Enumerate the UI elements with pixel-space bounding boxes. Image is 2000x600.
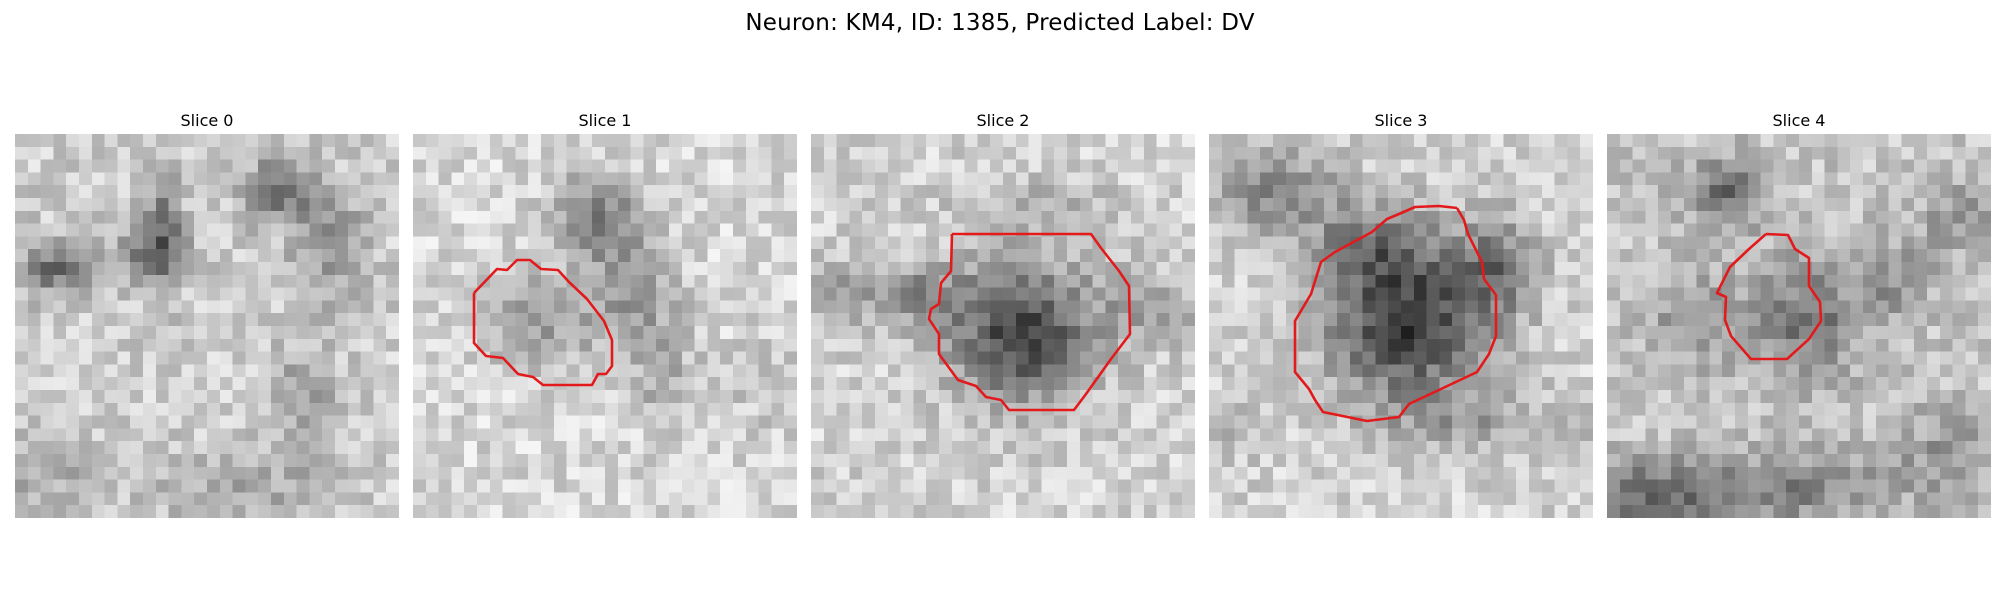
slice-panel-3: Slice 3 <box>1209 109 1593 518</box>
outline-slice-3 <box>1293 204 1498 423</box>
outline-slice-4 <box>1715 232 1823 361</box>
slice-title-0: Slice 0 <box>180 111 234 130</box>
slice-title-3: Slice 3 <box>1374 111 1428 130</box>
slice-panel-2: Slice 2 <box>811 109 1195 518</box>
slice-panel-0: Slice 0 <box>15 109 399 518</box>
figure-title: Neuron: KM4, ID: 1385, Predicted Label: … <box>745 10 1255 36</box>
slice-title-1: Slice 1 <box>578 111 632 130</box>
outline-slice-1 <box>472 258 614 387</box>
slice-title-4: Slice 4 <box>1772 111 1826 130</box>
outline-slice-2 <box>927 232 1132 412</box>
microscopy-image-slice-0 <box>15 134 399 518</box>
microscopy-image-slice-3 <box>1209 134 1593 518</box>
slice-title-2: Slice 2 <box>976 111 1030 130</box>
slice-panel-1: Slice 1 <box>413 109 797 518</box>
slice-panel-4: Slice 4 <box>1607 109 1991 518</box>
microscopy-image-slice-4 <box>1607 134 1991 518</box>
